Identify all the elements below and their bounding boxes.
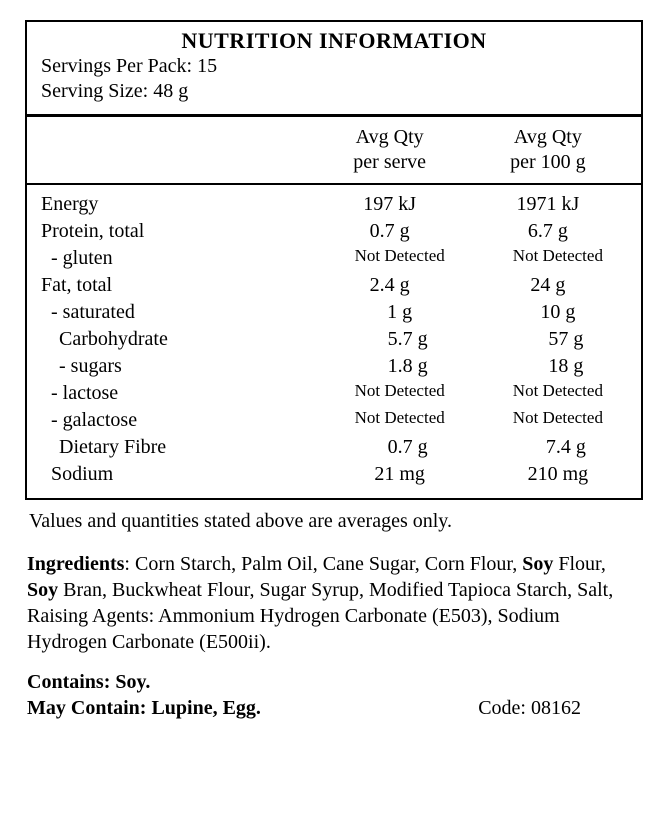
- contains-line: Contains: Soy.: [27, 669, 641, 695]
- nutrient-row: Protein, total0.7 g6.7 g: [41, 218, 627, 245]
- nutrient-label: - sugars: [41, 353, 329, 380]
- nutrient-per-100g: 18 g: [487, 353, 645, 380]
- nutrient-per-serve: Not Detected: [321, 380, 479, 407]
- nutrient-per-serve: 21 mg: [321, 461, 479, 488]
- may-contain: May Contain: Lupine, Egg.: [27, 695, 261, 721]
- nutrient-row: Carbohydrate5.7 g57 g: [41, 326, 627, 353]
- servings-per-pack: Servings Per Pack: 15: [41, 54, 627, 79]
- code-label: Code:: [478, 697, 531, 719]
- col3-line2: per 100 g: [510, 151, 586, 173]
- servings-per-pack-value: 15: [197, 55, 217, 77]
- nutrient-label: Energy: [41, 191, 311, 218]
- nutrient-label: Fat, total: [41, 272, 311, 299]
- nutrient-per-serve: 1.8 g: [329, 353, 487, 380]
- nutrient-per-100g: Not Detected: [479, 380, 637, 407]
- averages-footnote: Values and quantities stated above are a…: [29, 510, 639, 533]
- nutrient-row: Dietary Fibre0.7 g7.4 g: [41, 434, 627, 461]
- col3-line1: Avg Qty: [514, 126, 582, 148]
- col2-header: Avg Qty per serve: [311, 125, 469, 175]
- nutrient-row: - sugars1.8 g18 g: [41, 353, 627, 380]
- nutrient-label: - lactose: [41, 380, 321, 407]
- ingredients-text-b: Flour,: [553, 553, 606, 575]
- nutrient-per-serve: 2.4 g: [311, 272, 469, 299]
- nutrient-label: Carbohydrate: [41, 326, 329, 353]
- nutrient-per-serve: 5.7 g: [329, 326, 487, 353]
- ingredients-text-c: Bran, Buckwheat Flour, Sugar Syrup, Modi…: [27, 579, 613, 653]
- soy-bold-1: Soy: [522, 553, 553, 575]
- nutrient-per-100g: 6.7 g: [469, 218, 627, 245]
- nutrient-per-serve: Not Detected: [321, 407, 479, 434]
- nutrient-row: - glutenNot DetectedNot Detected: [41, 245, 627, 272]
- nutrient-per-100g: Not Detected: [479, 407, 637, 434]
- nutrient-per-100g: Not Detected: [479, 245, 637, 272]
- nutrient-per-serve: 0.7 g: [311, 218, 469, 245]
- panel-header: NUTRITION INFORMATION Servings Per Pack:…: [27, 22, 641, 112]
- nutrient-label: Dietary Fibre: [41, 434, 329, 461]
- nutrient-per-100g: 7.4 g: [487, 434, 645, 461]
- nutrient-row: Fat, total2.4 g24 g: [41, 272, 627, 299]
- serving-size: Serving Size: 48 g: [41, 79, 627, 104]
- nutrient-per-serve: 197 kJ: [311, 191, 469, 218]
- servings-per-pack-label: Servings Per Pack:: [41, 55, 197, 77]
- nutrient-per-100g: 57 g: [487, 326, 645, 353]
- nutrition-panel: NUTRITION INFORMATION Servings Per Pack:…: [25, 20, 643, 500]
- nutrient-per-serve: 0.7 g: [329, 434, 487, 461]
- nutrient-per-100g: 24 g: [469, 272, 627, 299]
- nutrient-row: Energy197 kJ1971 kJ: [41, 191, 627, 218]
- serving-size-value: 48 g: [153, 80, 188, 102]
- nutrient-per-100g: 10 g: [479, 299, 637, 326]
- nutrient-row: Sodium21 mg210 mg: [41, 461, 627, 488]
- nutrient-label: - galactose: [41, 407, 321, 434]
- nutrient-label: - gluten: [41, 245, 321, 272]
- ingredients-text-a: : Corn Starch, Palm Oil, Cane Sugar, Cor…: [124, 553, 522, 575]
- nutrient-rows: Energy197 kJ1971 kJProtein, total0.7 g6.…: [27, 185, 641, 498]
- nutrient-row: - lactoseNot DetectedNot Detected: [41, 380, 627, 407]
- ingredients-label: Ingredients: [27, 553, 124, 575]
- column-headers: Avg Qty per serve Avg Qty per 100 g: [27, 117, 641, 183]
- nutrient-per-serve: Not Detected: [321, 245, 479, 272]
- nutrient-row: - saturated1 g10 g: [41, 299, 627, 326]
- code: Code: 08162: [478, 695, 641, 721]
- nutrient-label: Protein, total: [41, 218, 311, 245]
- soy-bold-2: Soy: [27, 579, 58, 601]
- nutrient-per-100g: 210 mg: [479, 461, 637, 488]
- nutrient-label: - saturated: [41, 299, 321, 326]
- nutrient-per-serve: 1 g: [321, 299, 479, 326]
- nutrient-row: - galactoseNot DetectedNot Detected: [41, 407, 627, 434]
- col3-header: Avg Qty per 100 g: [469, 125, 627, 175]
- panel-title: NUTRITION INFORMATION: [41, 28, 627, 54]
- last-line: May Contain: Lupine, Egg. Code: 08162: [27, 695, 641, 721]
- col2-line2: per serve: [353, 151, 426, 173]
- serving-size-label: Serving Size:: [41, 80, 153, 102]
- col2-line1: Avg Qty: [356, 126, 424, 148]
- nutrient-label: Sodium: [41, 461, 321, 488]
- ingredients-paragraph: Ingredients: Corn Starch, Palm Oil, Cane…: [27, 551, 641, 655]
- nutrient-per-100g: 1971 kJ: [469, 191, 627, 218]
- code-value: 08162: [531, 697, 581, 719]
- col1-spacer: [41, 125, 311, 175]
